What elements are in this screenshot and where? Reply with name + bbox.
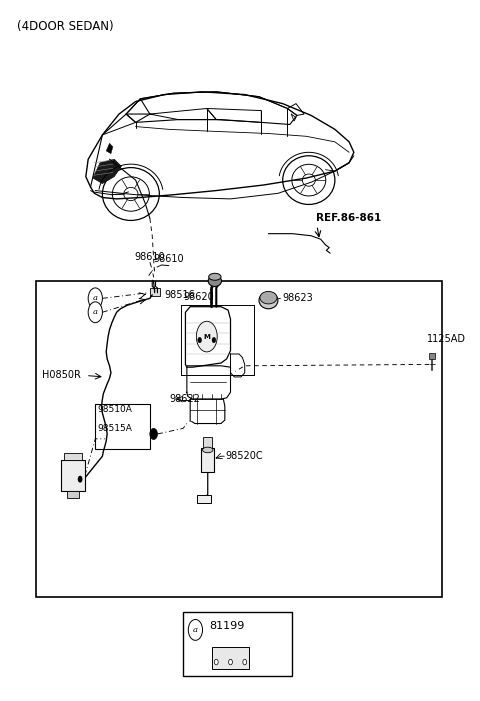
Circle shape [243, 659, 247, 665]
Bar [64, 454, 82, 461]
Text: 98623: 98623 [283, 293, 313, 304]
Circle shape [212, 337, 216, 343]
Ellipse shape [208, 275, 221, 287]
Circle shape [198, 337, 202, 343]
Text: REF.86-861: REF.86-861 [316, 212, 381, 222]
Circle shape [78, 476, 83, 482]
Bar [201, 448, 215, 472]
Bar [212, 647, 250, 669]
Text: a: a [93, 294, 98, 302]
Text: (4DOOR SEDAN): (4DOOR SEDAN) [17, 20, 114, 33]
Bar [67, 491, 79, 498]
Bar [197, 495, 211, 503]
Text: H0850R: H0850R [42, 370, 81, 380]
Text: 98610: 98610 [154, 254, 184, 264]
Circle shape [188, 620, 203, 640]
Polygon shape [106, 143, 113, 154]
Bar [429, 353, 435, 359]
Bar [203, 437, 213, 448]
Text: 98516: 98516 [164, 290, 195, 300]
Bar [150, 288, 160, 297]
Circle shape [196, 321, 217, 352]
Polygon shape [93, 159, 121, 184]
Text: 98520C: 98520C [226, 451, 264, 461]
Text: 98610: 98610 [134, 252, 165, 262]
Bar [36, 281, 442, 597]
Text: 98622: 98622 [170, 394, 201, 404]
Text: 98515A: 98515A [97, 424, 132, 433]
Text: 98510A: 98510A [97, 405, 132, 414]
Circle shape [88, 302, 102, 322]
Text: M: M [204, 334, 210, 339]
Text: a: a [193, 626, 198, 634]
Text: 1125AD: 1125AD [427, 334, 467, 343]
Ellipse shape [203, 447, 213, 453]
Text: 98620: 98620 [183, 292, 214, 302]
Bar [61, 461, 85, 491]
Bar [183, 612, 292, 676]
Text: a: a [93, 308, 98, 316]
Ellipse shape [260, 292, 277, 304]
Ellipse shape [259, 292, 278, 308]
Circle shape [215, 659, 218, 665]
Ellipse shape [209, 273, 221, 280]
Text: 81199: 81199 [209, 621, 244, 631]
Circle shape [88, 288, 102, 308]
Bar [96, 404, 150, 449]
Circle shape [150, 428, 157, 440]
Circle shape [228, 659, 232, 665]
